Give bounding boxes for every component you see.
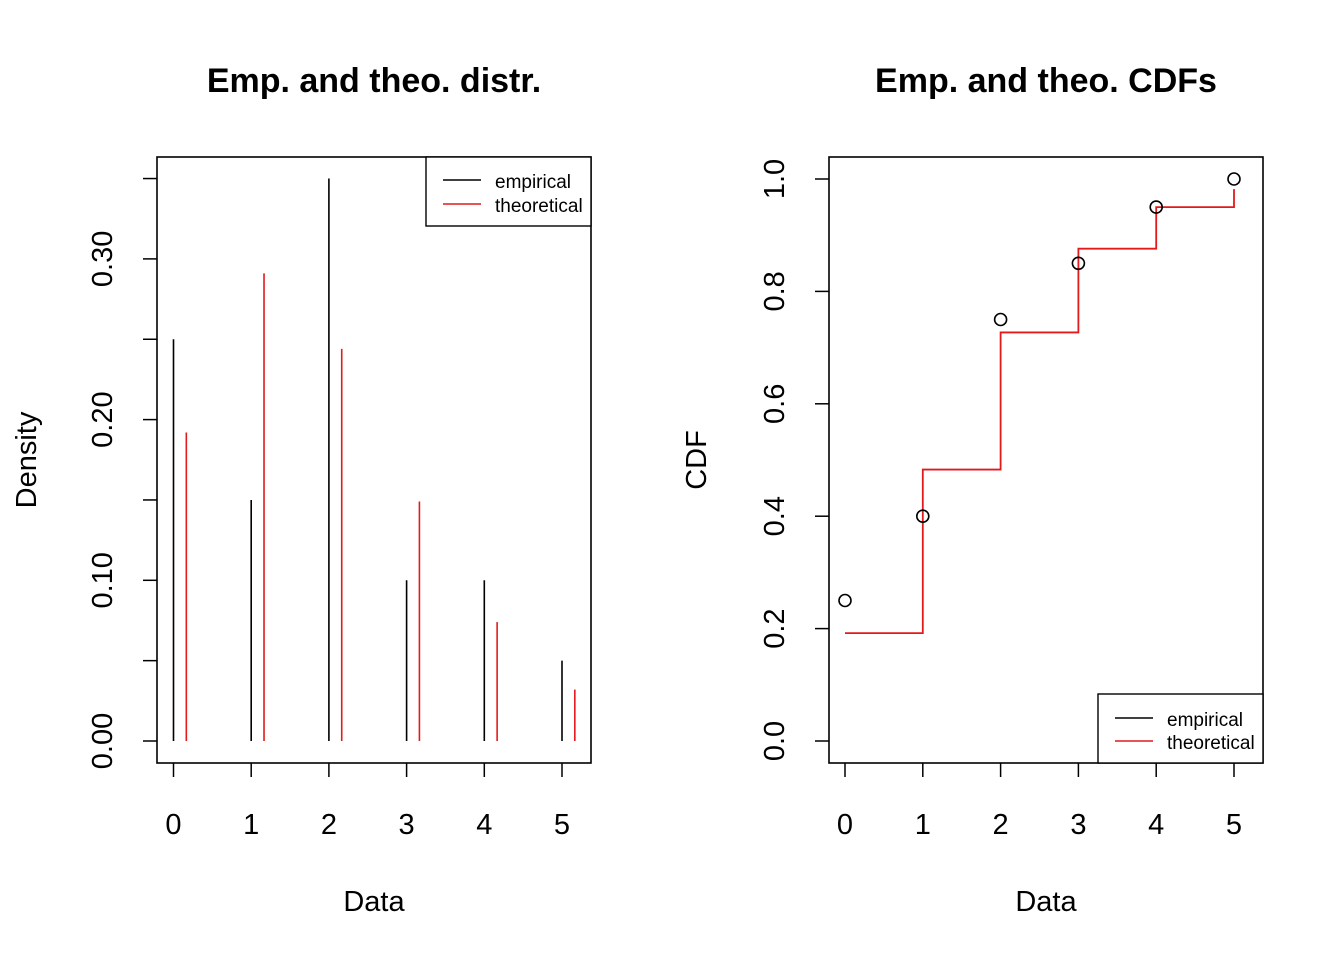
cdf-xtick-label-3: 3 xyxy=(1070,809,1086,841)
cdf-ytick-label-5: 1.0 xyxy=(759,159,791,199)
cdf-xtick-label-2: 2 xyxy=(993,809,1009,841)
density-ytick-label-3: 0.30 xyxy=(87,231,119,287)
empirical-cdf-point-1 xyxy=(915,509,930,524)
cdf-xtick-label-4: 4 xyxy=(1148,809,1164,841)
density-legend: empirical theoretical xyxy=(425,156,592,227)
cdf-xtick-label-0: 0 xyxy=(837,809,853,841)
density-xtick-label-3: 3 xyxy=(399,809,415,841)
density-ytick-label-0: 0.00 xyxy=(87,713,119,769)
density-title: Emp. and theo. distr. xyxy=(207,62,541,100)
cdf-ylabel: CDF xyxy=(681,430,713,490)
empirical-cdf-point-2 xyxy=(993,312,1008,327)
cdf-xtick-label-1: 1 xyxy=(915,809,931,841)
theoretical-cdf-step xyxy=(845,189,1235,634)
cdf-ytick-label-1: 0.2 xyxy=(759,608,791,648)
density-ylabel: Density xyxy=(11,411,43,508)
cdf-legend-box xyxy=(1097,693,1264,764)
density-ytick-label-2: 0.20 xyxy=(87,391,119,447)
cdf-ytick-label-4: 0.8 xyxy=(759,271,791,311)
cdf-legend-empirical: empirical xyxy=(1167,710,1243,731)
cdf-ytick-label-0: 0.0 xyxy=(759,721,791,761)
cdf-title: Emp. and theo. CDFs xyxy=(875,62,1217,100)
cdf-panel: Emp. and theo. CDFs Data CDF 0 1 2 3 4 5 0.0 0.… xyxy=(681,62,1264,918)
empirical-cdf-point-0 xyxy=(838,593,852,608)
density-marks xyxy=(172,178,576,741)
density-legend-box xyxy=(425,156,592,227)
cdf-ticks: 0 1 2 3 4 5 0.0 0.2 0.4 0.6 0.8 1.0 xyxy=(759,159,1242,841)
cdf-ytick-label-2: 0.4 xyxy=(759,496,791,536)
density-xtick-label-2: 2 xyxy=(321,809,337,841)
density-xtick-label-4: 4 xyxy=(476,809,492,841)
density-legend-theoretical: theoretical xyxy=(495,196,583,217)
density-plot-frame xyxy=(156,156,592,764)
density-legend-empirical: empirical xyxy=(495,172,571,193)
density-xtick-label-5: 5 xyxy=(554,809,570,841)
cdf-ytick-label-3: 0.6 xyxy=(759,384,791,424)
cdf-xlabel: Data xyxy=(1015,886,1077,918)
density-panel: Emp. and theo. distr. Data Density 0 1 2 3 4… xyxy=(11,62,592,918)
empirical-cdf-point-5 xyxy=(1227,172,1241,186)
density-ticks: 0 1 2 3 4 5 0.00 0.10 0.20 0.30 xyxy=(87,177,570,841)
density-xtick-label-0: 0 xyxy=(165,809,181,841)
cdf-legend-theoretical: theoretical xyxy=(1167,733,1255,754)
empirical-cdf-point-3 xyxy=(1071,256,1086,271)
cdf-plot-frame xyxy=(828,156,1264,764)
cdf-legend: empirical theoretical xyxy=(1097,693,1264,764)
density-xtick-label-1: 1 xyxy=(243,809,259,841)
density-ytick-label-1: 0.10 xyxy=(87,552,119,608)
empirical-cdf-point-4 xyxy=(1149,200,1163,214)
cdf-xtick-label-5: 5 xyxy=(1226,809,1242,841)
density-xlabel: Data xyxy=(343,886,405,918)
cdf-marks xyxy=(838,172,1241,634)
